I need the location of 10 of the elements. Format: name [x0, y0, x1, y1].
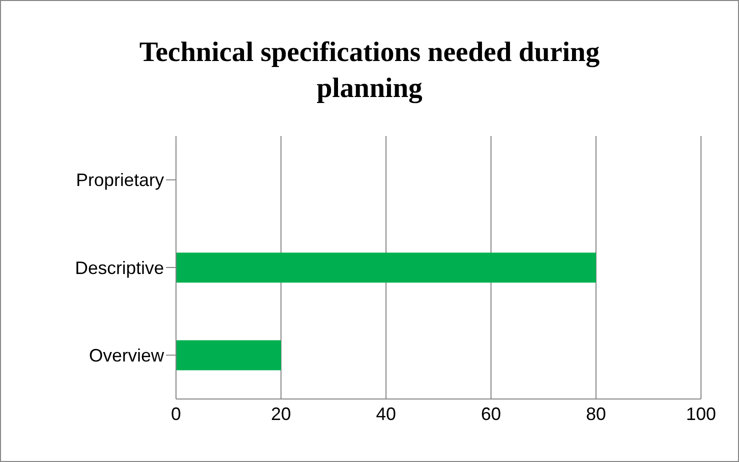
- x-tick-label: 100: [686, 404, 716, 424]
- x-tick-label: 0: [170, 404, 182, 424]
- chart-title: Technical specifications needed during planning: [138, 36, 601, 106]
- x-tick-label: 60: [480, 404, 502, 424]
- x-tick-label: 80: [586, 404, 606, 424]
- x-tick-label: 40: [376, 404, 396, 424]
- x-tick-label: 20: [270, 404, 292, 424]
- y-tick-label: Overview: [88, 346, 165, 366]
- y-tick-label: Proprietary: [76, 170, 164, 190]
- y-tick-label: Descriptive: [74, 258, 164, 278]
